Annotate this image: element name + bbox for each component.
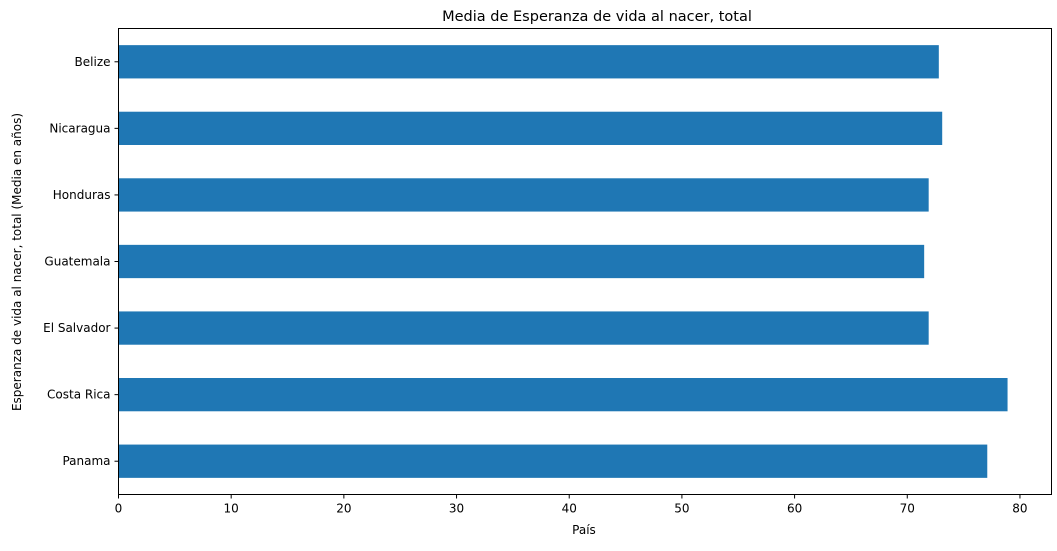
x-tick-label: 50 [674, 502, 689, 516]
x-tick-label: 0 [115, 502, 123, 516]
y-axis-label: Esperanza de vida al nacer, total (Media… [10, 113, 24, 411]
x-tick-label: 30 [449, 502, 464, 516]
plot-frame [118, 28, 1052, 495]
bar-honduras [118, 178, 929, 212]
bar-el-salvador [118, 311, 929, 345]
x-tick-labels: 0 10 20 30 40 50 60 70 80 [115, 494, 1028, 516]
bar-nicaragua [118, 111, 943, 145]
x-tick-label: 10 [224, 502, 239, 516]
y-tick-labels: Panama Costa Rica El Salvador Guatemala Hond… [43, 55, 119, 468]
y-tick-label: Guatemala [44, 255, 110, 269]
bar-belize [118, 45, 939, 79]
y-tick-label: El Salvador [43, 321, 110, 335]
y-tick-label: Costa Rica [47, 388, 110, 402]
bar-costa-rica [118, 378, 1008, 412]
bar-panama [118, 444, 988, 478]
x-axis-label: País [572, 523, 596, 537]
x-tick-label: 20 [336, 502, 351, 516]
y-tick-label: Belize [75, 55, 111, 69]
x-tick-label: 60 [787, 502, 802, 516]
x-tick-label: 70 [900, 502, 915, 516]
bars-group [118, 45, 1008, 478]
x-tick-label: 80 [1012, 502, 1027, 516]
y-tick-label: Honduras [53, 188, 111, 202]
x-tick-label: 40 [562, 502, 577, 516]
y-tick-label: Nicaragua [49, 121, 110, 135]
y-tick-label: Panama [62, 454, 110, 468]
bar-guatemala [118, 244, 925, 279]
chart-title: Media de Esperanza de vida al nacer, tot… [442, 9, 752, 25]
